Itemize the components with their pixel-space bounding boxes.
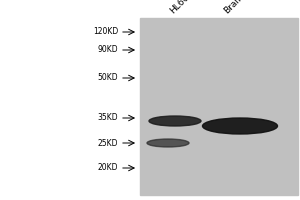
- Text: 25KD: 25KD: [98, 138, 118, 147]
- Ellipse shape: [147, 139, 189, 147]
- Text: Brain: Brain: [222, 0, 245, 15]
- Text: 50KD: 50KD: [98, 73, 118, 82]
- Bar: [140, 18, 298, 195]
- Text: 90KD: 90KD: [98, 46, 118, 54]
- Text: HL60: HL60: [168, 0, 191, 15]
- Text: 20KD: 20KD: [98, 163, 118, 172]
- Text: 35KD: 35KD: [98, 114, 118, 122]
- Ellipse shape: [202, 118, 278, 134]
- Ellipse shape: [149, 116, 201, 126]
- Text: 120KD: 120KD: [93, 27, 118, 36]
